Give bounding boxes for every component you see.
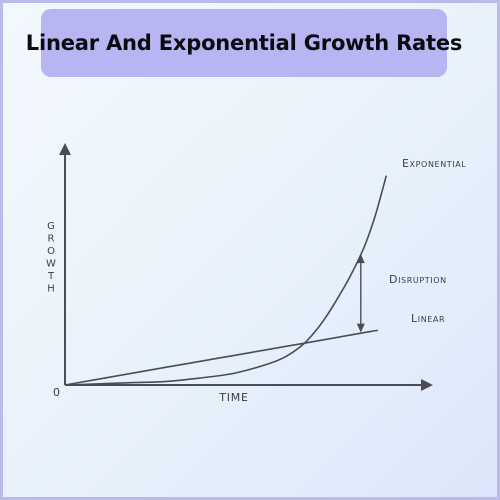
disruption-arrow-down-icon xyxy=(356,323,365,333)
annotation-label-disruption: Disruption xyxy=(389,273,447,286)
x-axis-label: TIME xyxy=(218,391,249,404)
x-axis-arrow-icon xyxy=(421,379,433,391)
y-axis-label-letter: T xyxy=(47,271,55,282)
y-axis-arrow-icon xyxy=(59,143,71,155)
y-axis-label-letter: R xyxy=(48,234,55,245)
y-axis-label-letter: O xyxy=(47,246,55,257)
title-banner: Linear And Exponential Growth Rates xyxy=(26,9,462,77)
y-axis-label-letter: W xyxy=(46,259,56,270)
y-axis-label-letter: G xyxy=(47,221,55,232)
series-exponential-line xyxy=(64,175,388,386)
series-label-linear: Linear xyxy=(411,312,445,325)
growth-chart: Exponential Linear Disruption TIME 0 GRO… xyxy=(46,143,466,404)
series-label-exponential: Exponential xyxy=(402,157,466,170)
origin-label: 0 xyxy=(53,386,60,399)
chart-title: Linear And Exponential Growth Rates xyxy=(25,31,463,55)
y-axis-label-letter: H xyxy=(47,284,55,295)
disruption-arrow-up-icon xyxy=(356,254,365,264)
series-linear-line xyxy=(64,329,378,386)
